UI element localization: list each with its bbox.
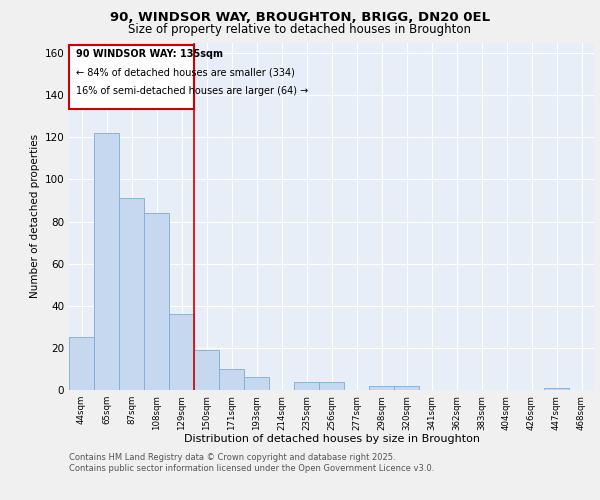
Text: Size of property relative to detached houses in Broughton: Size of property relative to detached ho… [128,22,472,36]
Bar [294,382,319,390]
Text: ← 84% of detached houses are smaller (334): ← 84% of detached houses are smaller (33… [77,67,295,77]
X-axis label: Distribution of detached houses by size in Broughton: Distribution of detached houses by size … [184,434,479,444]
Bar [144,213,169,390]
Bar [319,382,344,390]
FancyBboxPatch shape [69,44,194,109]
Bar [544,388,569,390]
Bar [244,378,269,390]
Bar [69,338,94,390]
Text: 90 WINDSOR WAY: 135sqm: 90 WINDSOR WAY: 135sqm [77,49,223,59]
Text: 90, WINDSOR WAY, BROUGHTON, BRIGG, DN20 0EL: 90, WINDSOR WAY, BROUGHTON, BRIGG, DN20 … [110,11,490,24]
Text: Contains public sector information licensed under the Open Government Licence v3: Contains public sector information licen… [69,464,434,473]
Y-axis label: Number of detached properties: Number of detached properties [30,134,40,298]
Bar [94,133,119,390]
Bar [369,386,394,390]
Bar [394,386,419,390]
Bar [194,350,219,390]
Text: Contains HM Land Registry data © Crown copyright and database right 2025.: Contains HM Land Registry data © Crown c… [69,452,395,462]
Text: 16% of semi-detached houses are larger (64) →: 16% of semi-detached houses are larger (… [77,86,309,96]
Bar [169,314,194,390]
Bar [219,369,244,390]
Bar [119,198,144,390]
